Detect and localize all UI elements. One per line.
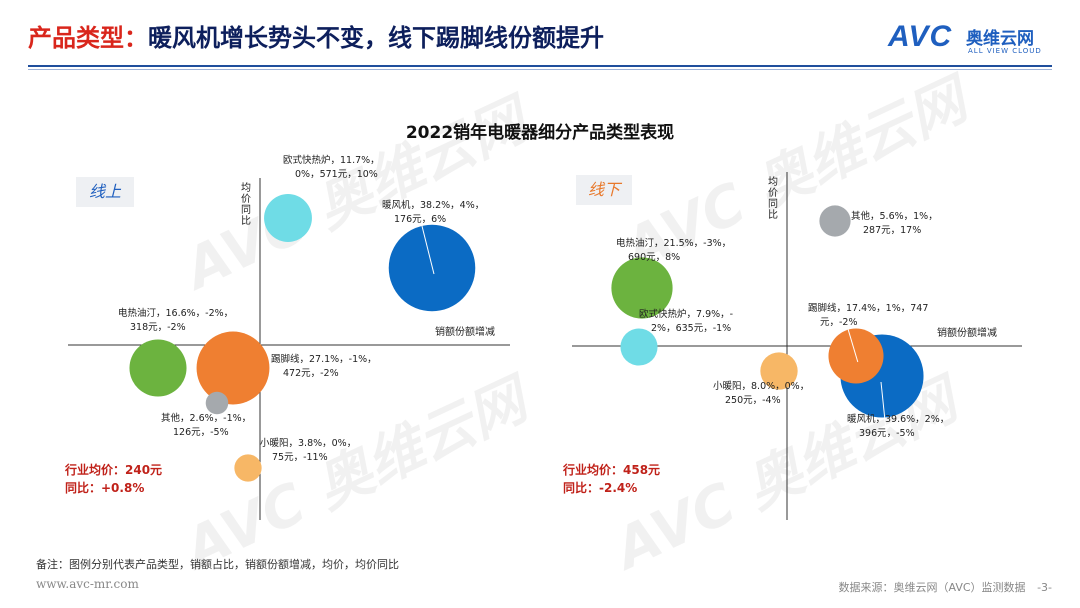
bubble-label-line2: 690元，8%: [628, 252, 680, 263]
logo-en: ALL VIEW CLOUD: [968, 47, 1042, 55]
bubble: [205, 391, 229, 415]
y-axis-label: 均价同比: [766, 176, 778, 220]
bubble-label-line2: 元，-2%: [820, 317, 858, 328]
panel-badge-bg: [76, 177, 134, 207]
bubble-label: 其他，5.6%，1%， 287元，17%: [851, 210, 938, 236]
bubble-chart-online: 销额份额增减 均价同比 线上 欧式快热炉，11.7%， 0%，571元，10% 暖风机，3…: [64, 154, 510, 520]
avc-logo: AVC 奥维云网 ALL VIEW CLOUD: [888, 20, 1058, 62]
bubble: [620, 328, 658, 366]
bubble: [234, 454, 262, 482]
avg-price-yoy: 同比：-2.4%: [563, 480, 637, 495]
bubble: [819, 205, 851, 237]
bubble-label-line2: 318元，-2%: [130, 322, 186, 333]
avg-price: 行业均价：240元: [64, 462, 162, 477]
bubble-label: 欧式快热炉，11.7%， 0%，571元，10%: [283, 154, 380, 180]
header-divider: [28, 65, 1052, 67]
bubble-label-line2: 250元，-4%: [725, 395, 781, 406]
bubble: [196, 331, 270, 405]
y-axis-label: 均价同比: [239, 182, 251, 226]
panel-badge-bg: [576, 175, 632, 205]
bubble-label: 电热油汀，21.5%，-3%， 690元，8%: [616, 237, 731, 263]
bubble-label-line1: 电热油汀，21.5%，-3%，: [616, 237, 731, 249]
bubble-label: 小暖阳，8.0%，0%， 250元，-4%: [713, 380, 809, 406]
data-source: 数据来源：奥维云网（AVC）监测数据 -3-: [839, 579, 1052, 595]
logo-brand: AVC: [888, 20, 953, 53]
bubble: [129, 339, 187, 397]
avg-price: 行业均价：458元: [562, 462, 660, 477]
bubble-label-line1: 小暖阳，3.8%，0%，: [260, 437, 356, 449]
page-title-prefix: 产品类型：: [28, 24, 148, 52]
bubble-label: 欧式快热炉，7.9%，- 2%，635元，-1%: [639, 308, 733, 334]
chart-panel-offline: 销额份额增减 均价同比 线下其他，5.6%，1%， 287元，17% 电热油汀，21.5…: [552, 150, 1042, 530]
bubble: [611, 257, 673, 319]
x-axis-label: 销额份额增减: [937, 326, 997, 339]
leader-line: [421, 225, 435, 275]
bubble-label: 暖风机，38.2%，4%， 176元，6%: [382, 199, 484, 275]
bubble-label-line1: 暖风机，39.6%，2%，: [847, 413, 949, 425]
bubble-label-line2: 75元，-11%: [272, 452, 328, 463]
bubble-label-line1: 踢脚线，17.4%，1%，747: [808, 302, 928, 314]
footnote: 备注：图例分别代表产品类型，销额占比，销额份额增减，均价，均价同比: [36, 558, 399, 571]
bubble-label-line1: 踢脚线，27.1%，-1%，: [271, 353, 377, 365]
leader-line: [847, 328, 859, 363]
bubble-label: 暖风机，39.6%，2%，396元，-5%: [847, 381, 949, 441]
bubble-label: 踢脚线，27.1%，-1%， 472元，-2%: [271, 353, 377, 379]
bubble-label-line2: 176元，6%: [394, 214, 446, 225]
page-title-main: 暖风机增长势头不变，线下踢脚线份额提升: [148, 24, 604, 52]
avg-price-yoy: 同比：+0.8%: [65, 480, 144, 495]
bubble-label-line1: 暖风机，38.2%，4%，: [382, 199, 484, 211]
header-divider-thin: [28, 69, 1052, 70]
panel-badge-label: 线上: [89, 182, 122, 201]
x-axis-label: 销额份额增减: [435, 325, 495, 338]
bubble-label-line1: 欧式快热炉，7.9%，-: [639, 308, 733, 320]
bubble: [760, 352, 798, 390]
bubble-label-line1: 小暖阳，8.0%，0%，: [713, 380, 809, 392]
page-title: 产品类型：暖风机增长势头不变，线下踢脚线份额提升: [28, 18, 604, 53]
bubble-label-line2: 126元，-5%: [173, 427, 229, 438]
panel-badge-label: 线下: [588, 180, 623, 199]
data-source-text: 数据来源：奥维云网（AVC）监测数据: [838, 581, 1026, 594]
leader-line: [880, 381, 888, 441]
logo-cn: 奥维云网: [966, 29, 1034, 49]
chart-panel-online: 销额份额增减 均价同比 线上 欧式快热炉，11.7%， 0%，571元，10% 暖风机，3…: [40, 150, 530, 530]
page-number: -3-: [1037, 581, 1052, 594]
bubble-label-line2: 472元，-2%: [283, 368, 339, 379]
bubble-label-line2: 2%，635元，-1%: [651, 323, 731, 334]
bubble-label: 其他，2.6%，-1%， 126元，-5%: [161, 412, 251, 438]
website-link[interactable]: www.avc-mr.com: [36, 577, 139, 591]
bubble-label: 踢脚线，17.4%，1%，747 元，-2%: [808, 302, 928, 363]
bubble-label: 小暖阳，3.8%，0%， 75元，-11%: [260, 437, 356, 463]
bubble-label-line2: 287元，17%: [863, 225, 921, 236]
bubble-label: 电热油汀，16.6%，-2%， 318元，-2%: [118, 307, 233, 333]
bubble-label-line1: 其他，2.6%，-1%，: [161, 412, 251, 424]
bubble-label-line1: 电热油汀，16.6%，-2%，: [118, 307, 233, 319]
bubble: [264, 194, 312, 242]
bubble-label-line1: 欧式快热炉，11.7%，: [283, 154, 380, 166]
chart-title: 2022销年电暖器细分产品类型表现: [405, 123, 675, 143]
bubble-label-line1: 其他，5.6%，1%，: [851, 210, 938, 222]
bubble-label-line2: 0%，571元，10%: [295, 169, 378, 180]
